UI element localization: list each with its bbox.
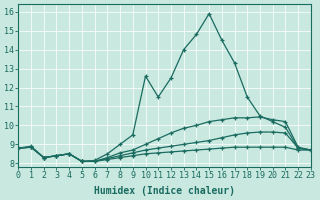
X-axis label: Humidex (Indice chaleur): Humidex (Indice chaleur) bbox=[94, 186, 235, 196]
